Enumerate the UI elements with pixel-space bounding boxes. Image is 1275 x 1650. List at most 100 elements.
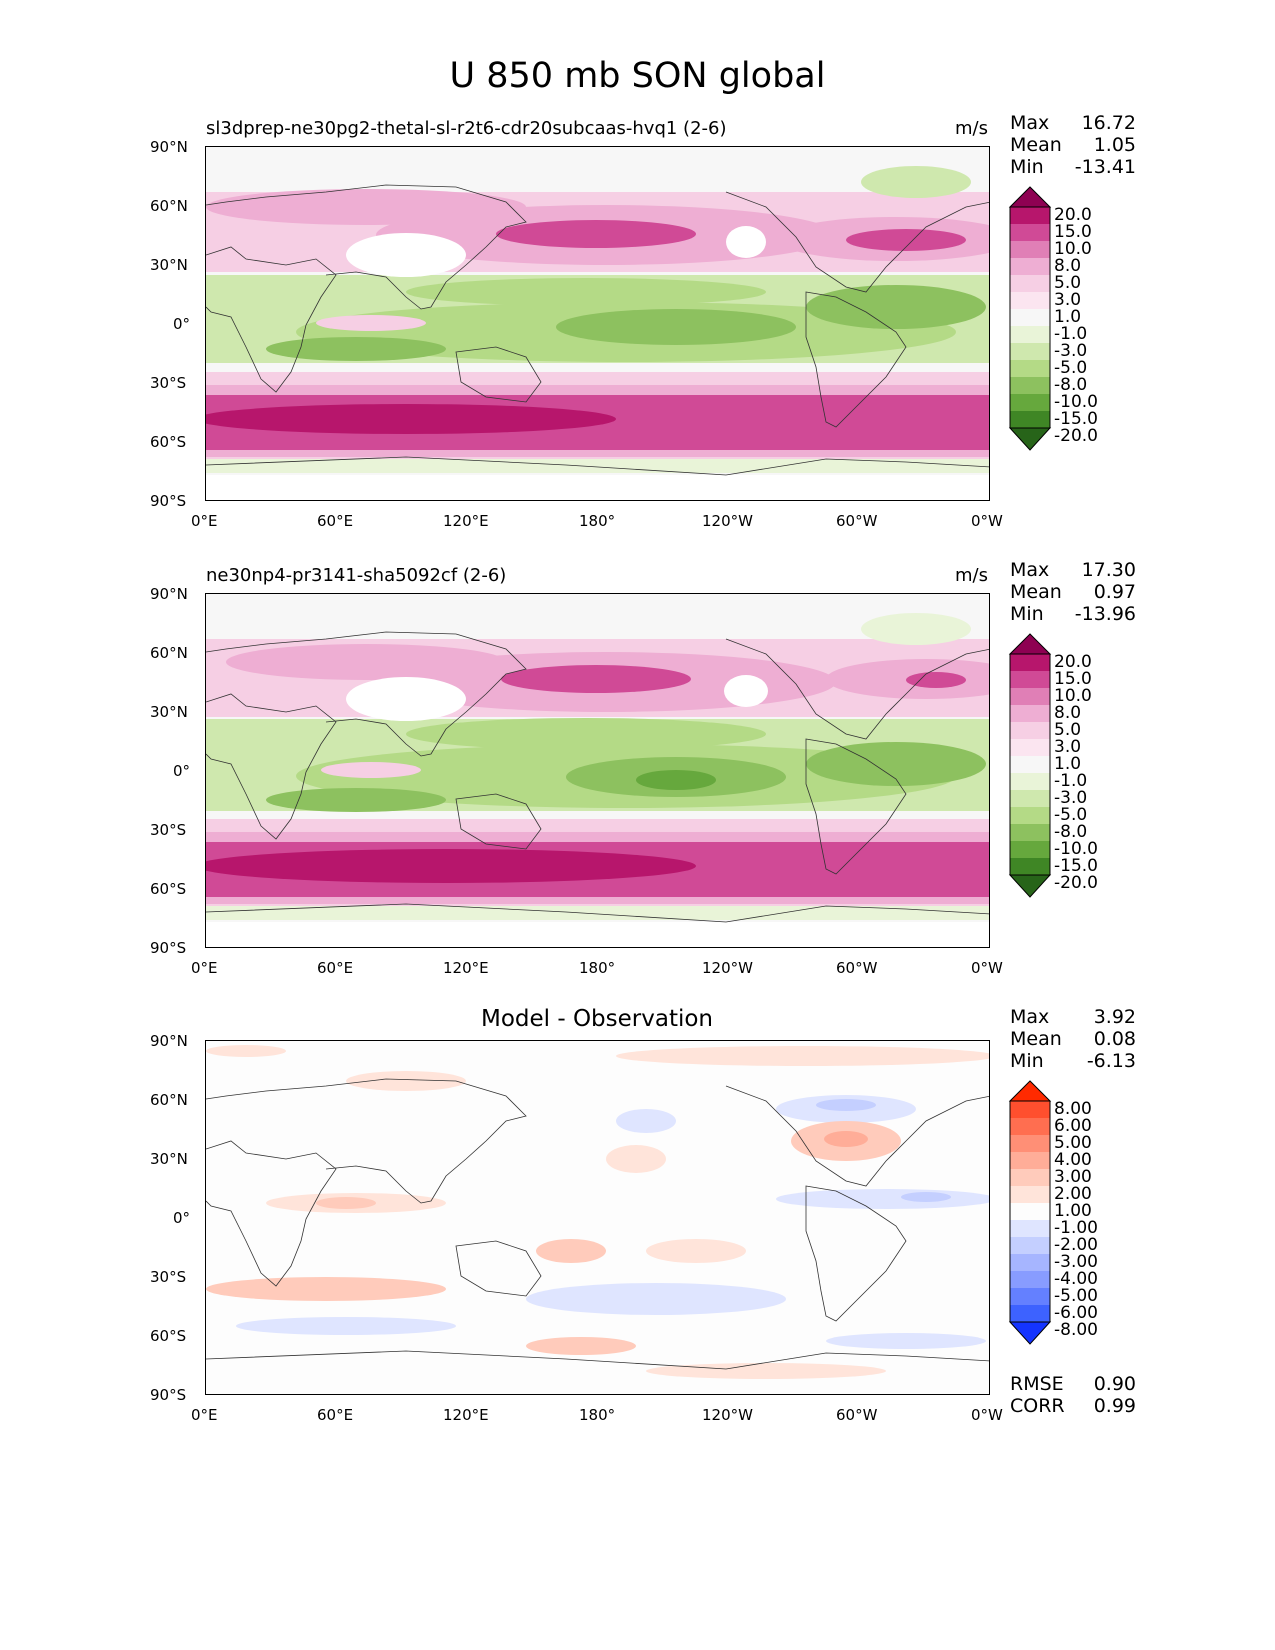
lon-tick: 60°W xyxy=(836,512,878,530)
panel-3-title: Model - Observation xyxy=(480,1006,714,1032)
colorbar-field-1-bar xyxy=(1008,186,1052,451)
panel-2-map xyxy=(205,593,990,948)
colorbar-extend-bottom xyxy=(1008,427,1052,451)
colorbar-label: -8.00 xyxy=(1054,1320,1098,1340)
colorbar-field-1 xyxy=(1008,185,1052,471)
stat-value: 16.72 xyxy=(1081,112,1136,134)
lon-tick: 60°E xyxy=(317,1406,354,1424)
colorbar-bin xyxy=(1010,705,1050,722)
panel-2-title: ne30np4-pr3141-sha5092cf (2-6) xyxy=(206,565,507,586)
colorbar-label: 3.00 xyxy=(1054,1167,1092,1187)
lon-tick: 60°E xyxy=(317,512,354,530)
lat-tick: 0° xyxy=(173,762,191,780)
colorbar-frame xyxy=(1009,1100,1051,1323)
stat-value: 3.92 xyxy=(1093,1006,1136,1028)
lat-tick: 90°S xyxy=(150,939,187,957)
colorbar-label: -10.0 xyxy=(1054,392,1098,412)
colorbar-bin xyxy=(1010,773,1050,790)
stat-label: Min xyxy=(1010,603,1044,625)
panel-1-units: m/s xyxy=(955,118,988,139)
colorbar-bin xyxy=(1010,326,1050,343)
metric-label: RMSE xyxy=(1010,1373,1064,1395)
colorbar-bin xyxy=(1010,360,1050,377)
lat-tick: 60°N xyxy=(150,1091,188,1109)
lat-tick: 60°S xyxy=(150,1327,187,1345)
colorbar-label: 1.0 xyxy=(1054,307,1082,327)
colorbar-label: 6.00 xyxy=(1054,1116,1092,1136)
lon-tick: 120°W xyxy=(702,1406,753,1424)
colorbar-bin xyxy=(1010,207,1050,224)
colorbar-bin xyxy=(1010,654,1050,671)
lat-tick: 90°N xyxy=(150,585,188,603)
panel-1-map xyxy=(205,146,990,501)
colorbar-extend-bottom xyxy=(1008,1321,1052,1345)
colorbar-bin xyxy=(1010,671,1050,688)
colorbar-bin xyxy=(1010,756,1050,773)
colorbar-label: 15.0 xyxy=(1054,669,1092,689)
stat-label: Mean xyxy=(1010,134,1062,156)
colorbar-label: -1.0 xyxy=(1054,771,1088,791)
colorbar-bin xyxy=(1010,241,1050,258)
stat-label: Min xyxy=(1010,156,1044,178)
lon-tick: 180° xyxy=(579,512,616,530)
colorbar-bin xyxy=(1010,377,1050,394)
colorbar-bin xyxy=(1010,739,1050,756)
colorbar-label: -20.0 xyxy=(1054,426,1098,446)
colorbar-extend-top xyxy=(1008,1080,1052,1102)
colorbar-bin xyxy=(1010,309,1050,326)
stat-value: 1.05 xyxy=(1093,134,1136,156)
lat-tick: 90°N xyxy=(150,1032,188,1050)
colorbar-bin xyxy=(1010,1271,1050,1288)
colorbar-label: 1.00 xyxy=(1054,1201,1092,1221)
lon-tick: 0°E xyxy=(191,1406,218,1424)
colorbar-label: -15.0 xyxy=(1054,856,1098,876)
lat-tick: 30°S xyxy=(150,374,187,392)
colorbar-bin xyxy=(1010,411,1050,428)
colorbar-bin xyxy=(1010,1237,1050,1254)
lon-tick: 0°E xyxy=(191,959,218,977)
stat-label: Max xyxy=(1010,559,1050,581)
colorbar-extend-top xyxy=(1008,633,1052,655)
colorbar-bin xyxy=(1010,1135,1050,1152)
colorbar-label: 5.0 xyxy=(1054,720,1082,740)
stat-value: 0.08 xyxy=(1093,1028,1136,1050)
colorbar-bin xyxy=(1010,1288,1050,1305)
lat-tick: 30°S xyxy=(150,1268,187,1286)
colorbar-bin xyxy=(1010,275,1050,292)
colorbar-label: 5.0 xyxy=(1054,273,1082,293)
colorbar-label: 20.0 xyxy=(1054,205,1092,225)
stat-value: -13.41 xyxy=(1074,156,1136,178)
colorbar-label: 2.00 xyxy=(1054,1184,1092,1204)
colorbar-bin xyxy=(1010,1186,1050,1203)
colorbar-diff-labels: 8.00 6.00 5.00 4.00 3.00 2.00 1.00 -1.00… xyxy=(1054,1101,1098,1339)
colorbar-label: 8.0 xyxy=(1054,256,1082,276)
stat-value: 0.97 xyxy=(1093,581,1136,603)
lat-tick: 90°S xyxy=(150,492,187,510)
colorbar-label: -1.00 xyxy=(1054,1218,1098,1238)
lat-tick: 0° xyxy=(173,315,191,333)
lat-tick: 0° xyxy=(173,1209,191,1227)
colorbar-bin xyxy=(1010,224,1050,241)
stat-label: Mean xyxy=(1010,1028,1062,1050)
lon-tick: 120°E xyxy=(443,1406,489,1424)
colorbar-label: -3.00 xyxy=(1054,1252,1098,1272)
lat-tick: 30°N xyxy=(150,1150,188,1168)
colorbar-bin xyxy=(1010,258,1050,275)
colorbar-label: -3.0 xyxy=(1054,341,1088,361)
colorbar-label: -15.0 xyxy=(1054,409,1098,429)
stat-value: -13.96 xyxy=(1074,603,1136,625)
colorbar-label: 20.0 xyxy=(1054,652,1092,672)
colorbar-bin xyxy=(1010,1118,1050,1135)
lon-tick: 60°W xyxy=(836,959,878,977)
colorbar-label: -5.0 xyxy=(1054,358,1088,378)
colorbar-field-1-labels: 20.0 15.0 10.0 8.0 5.0 3.0 1.0 -1.0 -3.0… xyxy=(1054,207,1098,445)
figure-title: U 850 mb SON global xyxy=(449,56,826,96)
lat-tick: 30°S xyxy=(150,821,187,839)
colorbar-label: 15.0 xyxy=(1054,222,1092,242)
colorbar-label: 8.0 xyxy=(1054,703,1082,723)
colorbar-label: -20.0 xyxy=(1054,873,1098,893)
panel-3-metrics: RMSE 0.90 CORR 0.99 xyxy=(1010,1373,1136,1417)
colorbar-label: -10.0 xyxy=(1054,839,1098,859)
colorbar-label: 8.00 xyxy=(1054,1099,1092,1119)
lat-tick: 60°N xyxy=(150,644,188,662)
